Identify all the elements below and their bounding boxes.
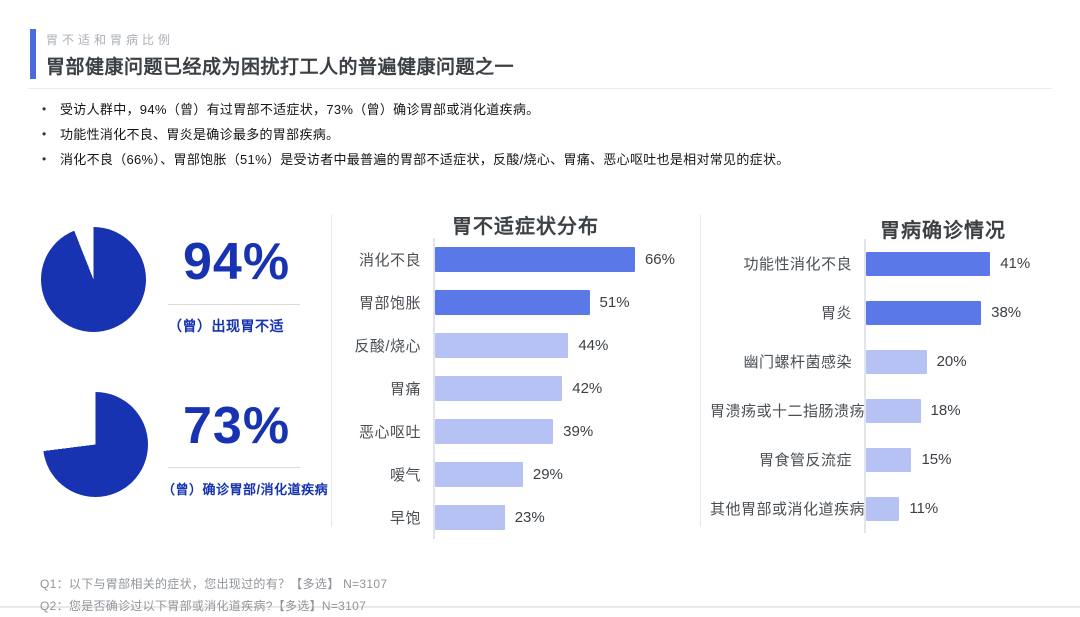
bar-track: 42% bbox=[433, 367, 602, 410]
chart-row: 胃炎 38% bbox=[710, 288, 1078, 337]
bar-segment bbox=[866, 349, 927, 374]
chart-row: 恶心呕吐 39% bbox=[340, 410, 698, 453]
category-label: 胃食管反流症 bbox=[758, 452, 852, 469]
bar-track: 11% bbox=[864, 484, 938, 533]
category-label: 恶心呕吐 bbox=[358, 424, 421, 441]
bar-value-label: 39% bbox=[563, 423, 594, 440]
chart-row: 其他胃部或消化道疾病 11% bbox=[710, 484, 1078, 533]
bar-value-label: 66% bbox=[644, 251, 675, 268]
bar-track: 18% bbox=[864, 386, 961, 435]
chart-row: 早饱 23% bbox=[340, 496, 698, 539]
category-label: 嗳气 bbox=[389, 467, 421, 484]
stat-label-diagnosed: （曾）确诊胃部/消化道疾病 bbox=[162, 482, 329, 497]
bar-segment bbox=[435, 247, 635, 272]
category-label: 功能性消化不良 bbox=[743, 256, 852, 273]
pie-chart-stomach-discomfort bbox=[41, 227, 146, 332]
bar-segment bbox=[435, 333, 569, 358]
bar-value-label: 15% bbox=[921, 451, 952, 468]
bar-value-label: 20% bbox=[936, 353, 967, 370]
header-divider bbox=[28, 88, 1052, 89]
chart-row: 嗳气 29% bbox=[340, 453, 698, 496]
bar-segment bbox=[866, 300, 982, 325]
bar-track: 66% bbox=[433, 238, 675, 281]
bar-track: 23% bbox=[433, 496, 545, 539]
category-label: 幽门螺杆菌感染 bbox=[743, 354, 852, 371]
category-label: 消化不良 bbox=[358, 252, 421, 269]
bar-value-label: 44% bbox=[578, 337, 609, 354]
summary-bullet-list: 受访人群中，94%（曾）有过胃部不适症状，73%（曾）确诊胃部或消化道疾病。功能… bbox=[40, 97, 790, 172]
bar-value-label: 23% bbox=[514, 509, 545, 526]
chart-row: 反酸/烧心 44% bbox=[340, 324, 698, 367]
chart-row: 幽门螺杆菌感染 20% bbox=[710, 337, 1078, 386]
chart-row: 胃痛 42% bbox=[340, 367, 698, 410]
chart-row: 胃溃疡或十二指肠溃疡 18% bbox=[710, 386, 1078, 435]
bar-value-label: 41% bbox=[1000, 255, 1031, 272]
survey-footnotes: Q1：以下与胃部相关的症状，您出现过的有？【多选】 N=3107 Q2：您是否确诊… bbox=[40, 573, 387, 617]
summary-bullet: 受访人群中，94%（曾）有过胃部不适症状，73%（曾）确诊胃部或消化道疾病。 bbox=[40, 97, 790, 122]
footnote-line: Q1：以下与胃部相关的症状，您出现过的有？【多选】 N=3107 bbox=[40, 577, 388, 591]
chart-row: 功能性消化不良 41% bbox=[710, 239, 1078, 288]
chart-row: 胃食管反流症 15% bbox=[710, 435, 1078, 484]
stat-divider-1 bbox=[168, 304, 300, 305]
category-label: 胃痛 bbox=[389, 381, 421, 398]
stat-label-discomfort: （曾）出现胃不适 bbox=[168, 318, 284, 334]
pie-chart-diagnosed-disease bbox=[43, 392, 148, 497]
bar-segment bbox=[435, 505, 505, 530]
bar-value-label: 51% bbox=[599, 294, 630, 311]
bar-segment bbox=[866, 496, 900, 521]
bar-value-label: 38% bbox=[991, 304, 1022, 321]
chart-title-symptoms: 胃不适症状分布 bbox=[452, 216, 599, 238]
title-accent-bar bbox=[30, 29, 36, 79]
category-label: 反酸/烧心 bbox=[354, 338, 421, 355]
chart-title-diagnoses: 胃病确诊情况 bbox=[880, 220, 1006, 242]
page-title: 胃部健康问题已经成为困扰打工人的普遍健康问题之一 bbox=[46, 57, 515, 78]
stat-divider-2 bbox=[168, 467, 300, 468]
bar-track: 44% bbox=[433, 324, 608, 367]
bar-chart-symptoms: 消化不良 66% 胃部饱胀 51% 反酸/烧心 44% 胃痛 42% 恶心呕吐 39% 嗳气 29% 早… bbox=[340, 238, 698, 539]
stat-value-diagnosed: 73% bbox=[183, 397, 291, 455]
bar-segment bbox=[866, 398, 921, 423]
bar-segment bbox=[435, 290, 590, 315]
bar-track: 38% bbox=[864, 288, 1021, 337]
bar-track: 15% bbox=[864, 435, 951, 484]
category-label: 胃炎 bbox=[820, 305, 852, 322]
category-label: 其他胃部或消化道疾病 bbox=[710, 501, 866, 518]
bar-track: 20% bbox=[864, 337, 967, 386]
bar-segment bbox=[435, 462, 523, 487]
category-label: 胃溃疡或十二指肠溃疡 bbox=[710, 403, 866, 420]
bar-track: 29% bbox=[433, 453, 563, 496]
bar-value-label: 29% bbox=[532, 466, 563, 483]
bar-segment bbox=[435, 419, 554, 444]
bar-value-label: 42% bbox=[572, 380, 603, 397]
category-label: 胃部饱胀 bbox=[358, 295, 421, 312]
chart-row: 胃部饱胀 51% bbox=[340, 281, 698, 324]
column-divider-left bbox=[331, 215, 332, 527]
column-divider-right bbox=[700, 215, 701, 527]
bar-track: 39% bbox=[433, 410, 593, 453]
bar-segment bbox=[435, 376, 563, 401]
bar-value-label: 11% bbox=[909, 500, 939, 517]
category-label: 早饱 bbox=[389, 510, 421, 527]
bar-segment bbox=[866, 447, 912, 472]
summary-bullet: 消化不良（66%）、胃部饱胀（51%）是受访者中最普遍的胃部不适症状，反酸/烧心… bbox=[40, 147, 790, 172]
stat-value-discomfort: 94% bbox=[183, 233, 291, 291]
bar-chart-diagnoses: 功能性消化不良 41% 胃炎 38% 幽门螺杆菌感染 20% 胃溃疡或十二指肠溃疡 18% 胃食… bbox=[710, 239, 1078, 533]
bar-value-label: 18% bbox=[930, 402, 961, 419]
section-eyebrow: 胃不适和胃病比例 bbox=[46, 33, 175, 47]
bar-track: 51% bbox=[433, 281, 630, 324]
bar-track: 41% bbox=[864, 239, 1030, 288]
bar-segment bbox=[866, 251, 991, 276]
chart-row: 消化不良 66% bbox=[340, 238, 698, 281]
footnote-line: Q2：您是否确诊过以下胃部或消化道疾病?【多选】N=3107 bbox=[40, 599, 367, 613]
summary-bullet: 功能性消化不良、胃炎是确诊最多的胃部疾病。 bbox=[40, 122, 790, 147]
